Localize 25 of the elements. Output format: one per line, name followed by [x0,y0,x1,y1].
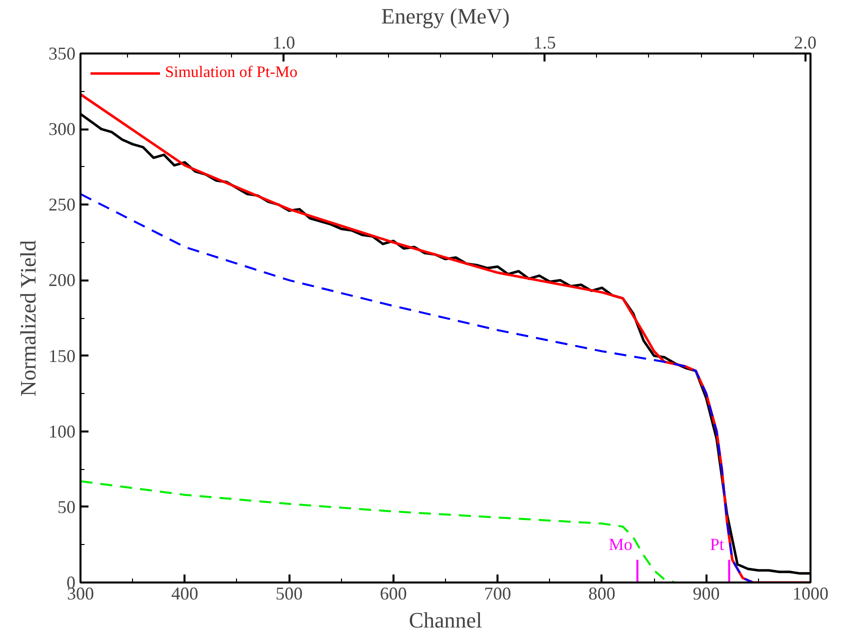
y-tick-label: 100 [48,421,76,442]
x-tick-label: 800 [588,584,616,604]
x2-axis-title: Energy (MeV) [381,4,510,28]
x-tick-label: 400 [171,584,198,604]
x2-tick-label: 1.5 [533,32,556,52]
x-tick-label: 900 [692,584,720,604]
x-tick-label: 1000 [792,584,828,604]
annotation: Pt [710,535,724,554]
x-axis-title: Channel [408,608,482,632]
x2-tick-label: 1.0 [272,32,296,52]
y-tick-label: 350 [48,44,76,64]
y-tick-label: 300 [48,119,76,140]
x-tick-label: 700 [484,584,512,604]
x-tick-label: 500 [276,584,303,604]
line-series [80,193,754,582]
x-tick-label: 600 [380,584,407,604]
y-tick-label: 150 [48,346,76,366]
x2-tick-label: 2.0 [794,32,817,52]
y-axis-title: Normalized Yield [16,240,40,397]
legend-label: Simulation of Pt-Mo [165,64,298,82]
y-tick-label: 250 [48,194,76,215]
y-tick-label: 50 [58,496,76,517]
y-tick-label: 200 [48,270,76,290]
annotation: Mo [608,535,632,554]
line-series [80,480,676,582]
